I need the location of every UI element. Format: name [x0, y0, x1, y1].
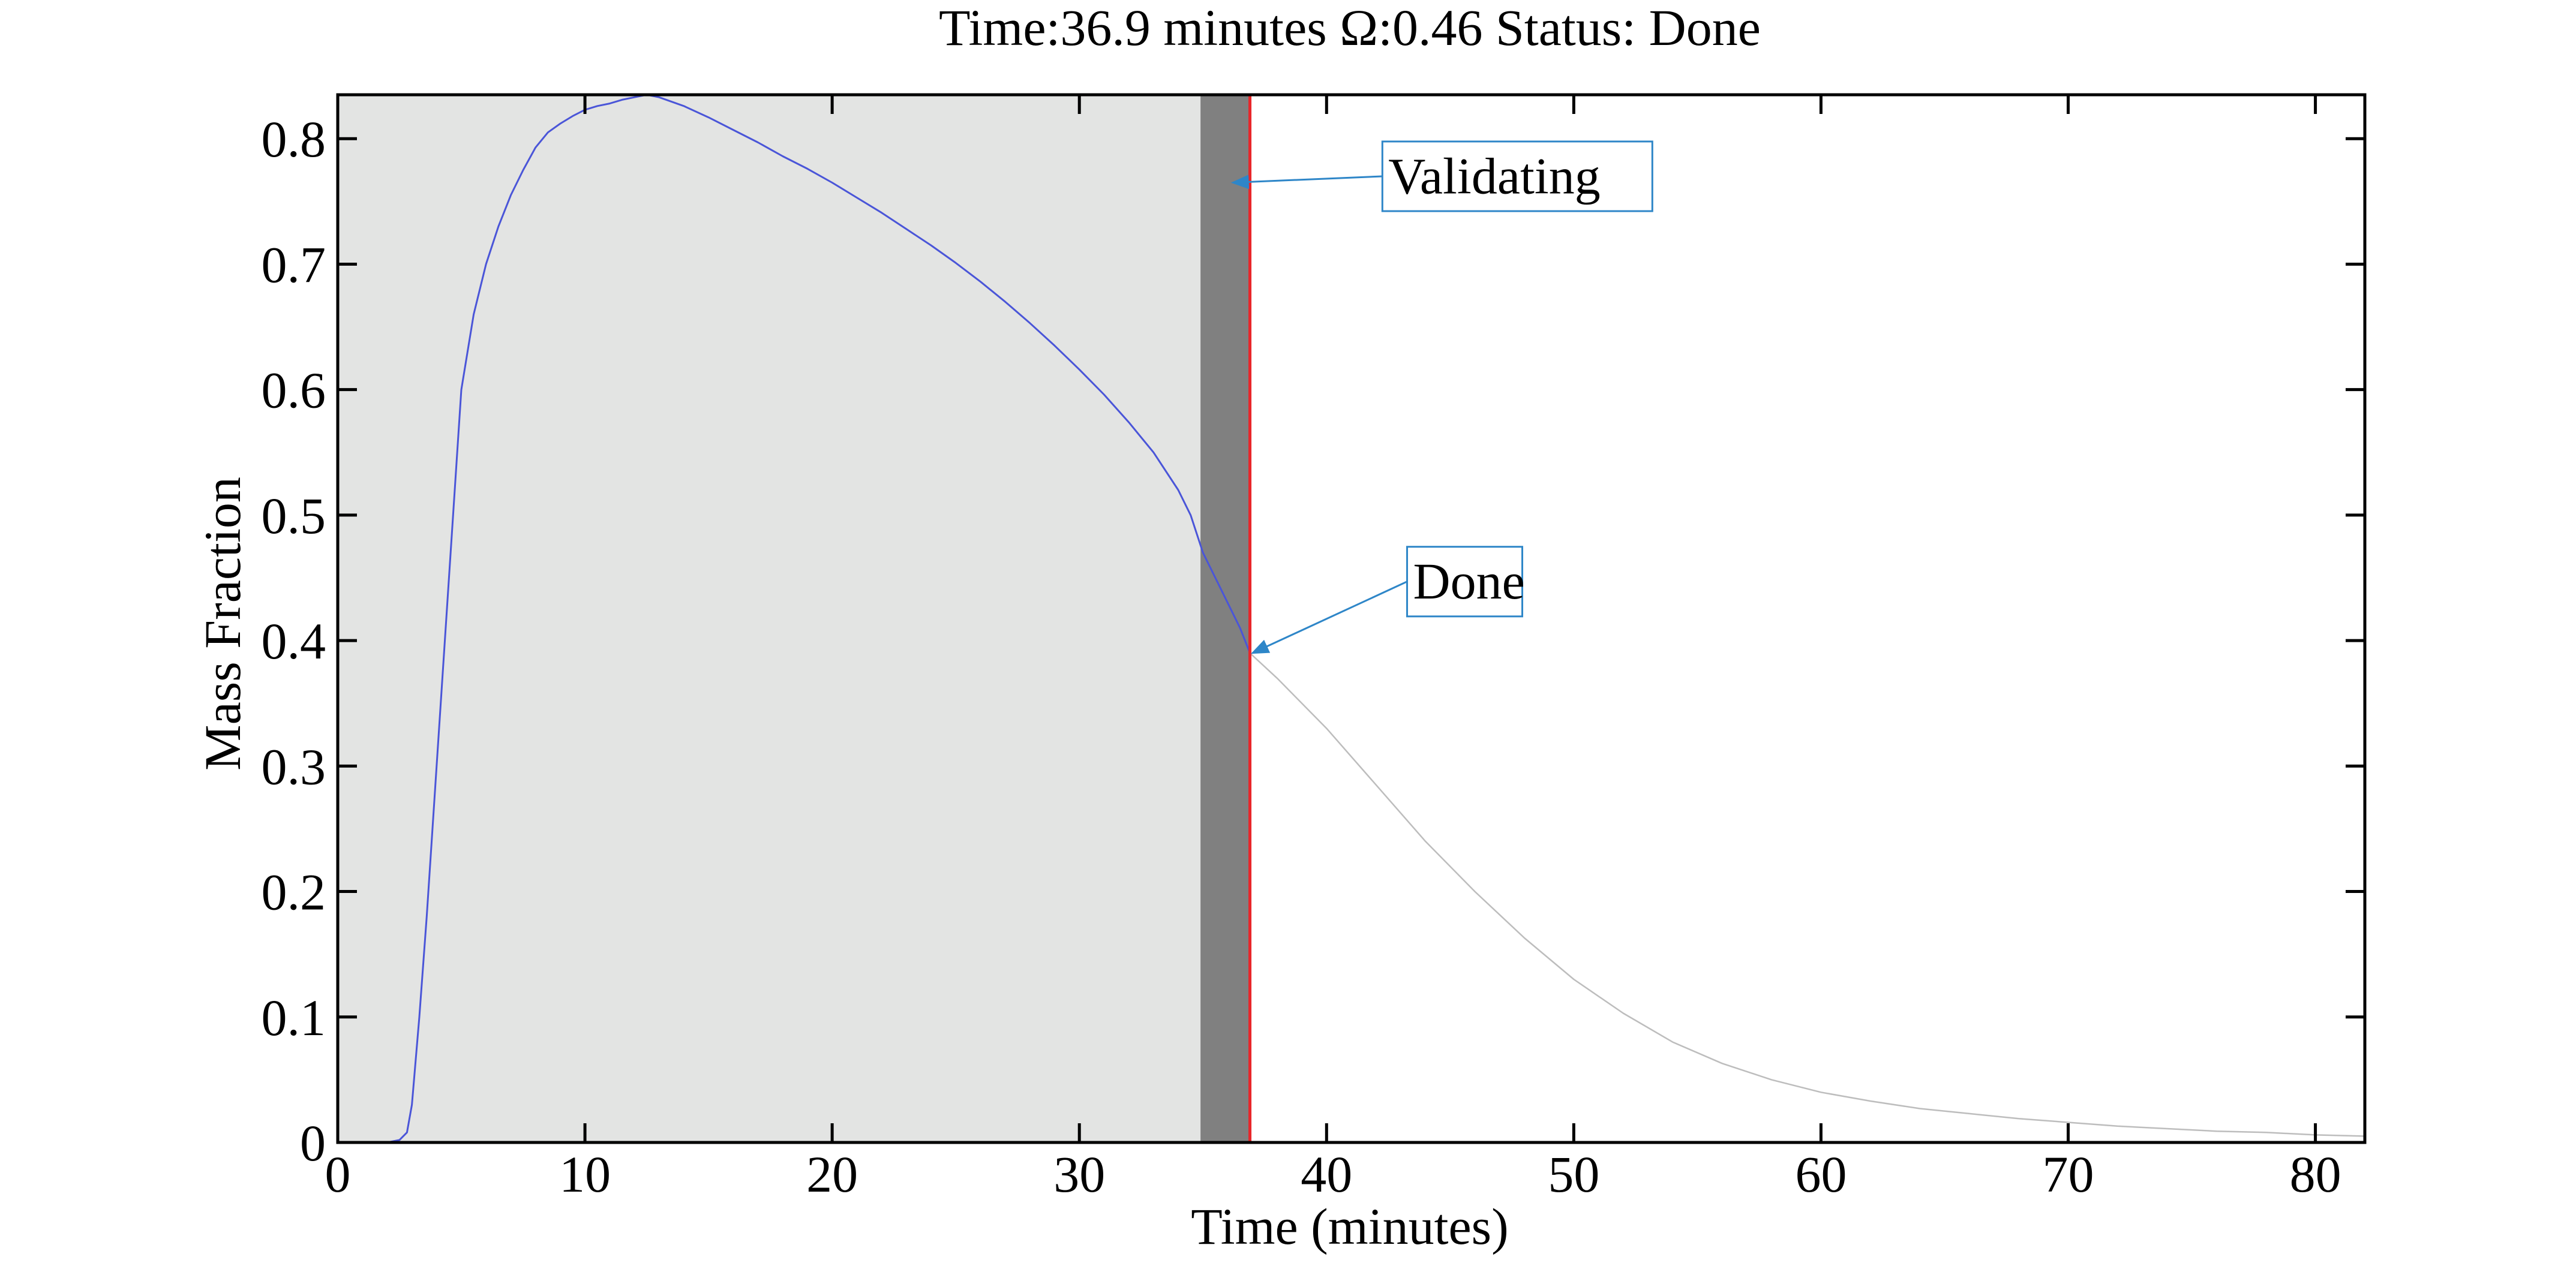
elapsed-region [338, 95, 1201, 1142]
annotation-arrow-validating [1230, 175, 1383, 190]
highlight-regions [338, 95, 1250, 1142]
x-axis-label: Time (minutes) [1191, 1198, 1509, 1255]
y-tick-label: 0.3 [262, 738, 326, 795]
x-tick-label: 70 [2043, 1145, 2094, 1203]
x-tick-label: 40 [1301, 1145, 1352, 1203]
annotation-box-validating [1381, 140, 1653, 212]
data-curves [338, 94, 2365, 1144]
y-tick-label: 0.5 [262, 487, 326, 545]
y-tick-label: 0.7 [262, 236, 326, 293]
x-tick-label: 0 [325, 1145, 351, 1203]
x-tick-label: 60 [1795, 1145, 1847, 1203]
y-tick-label: 0 [300, 1114, 326, 1172]
annotation-label-done: Done [1413, 552, 1525, 610]
annotation-arrow-done [1250, 581, 1408, 654]
x-tick-label: 80 [2290, 1145, 2341, 1203]
series-line-projected [1249, 652, 2365, 1137]
x-tick-label: 10 [559, 1145, 611, 1203]
x-tick-label: 20 [806, 1145, 858, 1203]
axis-ticks: 0 10 20 30 40 50 60 70 80 0 0.1 0.2 0.3 0.4 0.5 0.6 0.7 0… [262, 95, 2365, 1203]
validating-region [1200, 95, 1250, 1142]
y-tick-label: 0.2 [262, 864, 326, 921]
x-tick-label: 50 [1548, 1145, 1599, 1203]
y-axis-label: Mass Fraction [194, 477, 251, 771]
x-tick-label: 30 [1053, 1145, 1105, 1203]
chart-title: Time:36.9 minutes Ω:0.46 Status: Done [939, 0, 1761, 56]
y-tick-label: 0.4 [262, 612, 326, 670]
annotation-box-done [1406, 546, 1524, 618]
annotations: Validating Done [1230, 140, 1653, 654]
series-line-elapsed [338, 94, 1251, 1144]
axes-box [336, 93, 2367, 1144]
annotation-label-validating: Validating [1388, 147, 1601, 205]
y-tick-label: 0.1 [262, 989, 326, 1047]
y-tick-label: 0.8 [262, 110, 326, 168]
y-tick-label: 0.6 [262, 362, 326, 419]
